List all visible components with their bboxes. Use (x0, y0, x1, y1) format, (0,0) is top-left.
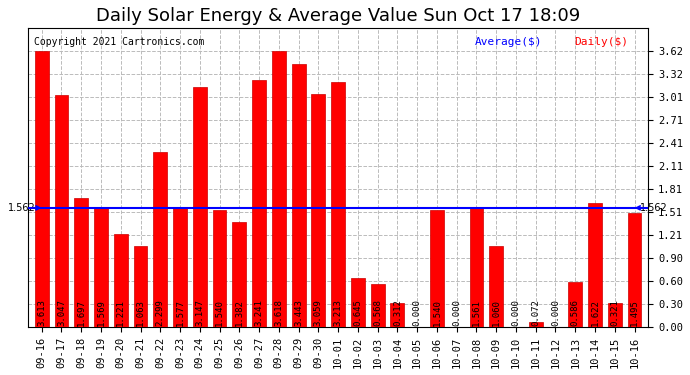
Bar (351, 278, 365, 327)
Text: 3.047: 3.047 (57, 298, 66, 326)
Text: 2.299: 2.299 (156, 298, 165, 326)
Bar (489, 246, 503, 327)
Bar (391, 303, 404, 327)
Text: 1.569: 1.569 (97, 298, 106, 326)
Text: 3.213: 3.213 (333, 298, 343, 326)
Text: 0.072: 0.072 (531, 298, 540, 326)
Text: 0.586: 0.586 (571, 298, 580, 326)
Bar (213, 210, 226, 327)
Text: Average($): Average($) (475, 37, 542, 47)
Text: 3.241: 3.241 (255, 298, 264, 326)
Bar (628, 213, 642, 327)
Bar (272, 51, 286, 327)
Bar (331, 82, 345, 327)
Text: 3.147: 3.147 (195, 298, 204, 326)
Bar (430, 210, 444, 327)
Text: 1.382: 1.382 (235, 298, 244, 326)
Bar (114, 234, 128, 327)
Text: 1.562: 1.562 (8, 203, 41, 213)
Text: 1.060: 1.060 (492, 298, 501, 326)
Text: 0.568: 0.568 (373, 298, 382, 326)
Text: 3.443: 3.443 (294, 298, 303, 326)
Text: Daily($): Daily($) (574, 37, 628, 47)
Bar (193, 87, 207, 327)
Text: 1.540: 1.540 (215, 298, 224, 326)
Text: 3.059: 3.059 (314, 298, 323, 326)
Bar (588, 203, 602, 327)
Text: 3.618: 3.618 (275, 298, 284, 326)
Bar (371, 284, 384, 327)
Text: 1.495: 1.495 (630, 298, 639, 326)
Bar (311, 94, 325, 327)
Bar (529, 322, 542, 327)
Text: 0.000: 0.000 (413, 298, 422, 326)
Bar (469, 208, 483, 327)
Bar (34, 51, 48, 327)
Bar (173, 207, 187, 327)
Bar (608, 303, 622, 327)
Bar (94, 207, 108, 327)
Text: 1.221: 1.221 (116, 298, 126, 326)
Title: Daily Solar Energy & Average Value Sun Oct 17 18:09: Daily Solar Energy & Average Value Sun O… (96, 7, 580, 25)
Text: 1.697: 1.697 (77, 298, 86, 326)
Text: 0.000: 0.000 (551, 298, 560, 326)
Text: 1.577: 1.577 (175, 298, 184, 326)
Text: 3.613: 3.613 (37, 298, 46, 326)
Bar (153, 152, 167, 327)
Text: 1.561: 1.561 (472, 298, 481, 326)
Text: 0.312: 0.312 (393, 298, 402, 326)
Text: 0.000: 0.000 (511, 298, 520, 326)
Bar (134, 246, 148, 327)
Text: Copyright 2021 Cartronics.com: Copyright 2021 Cartronics.com (34, 37, 204, 47)
Text: 1.063: 1.063 (136, 298, 145, 326)
Text: 0.645: 0.645 (353, 298, 362, 326)
Text: 1.622: 1.622 (591, 298, 600, 326)
Text: 0.000: 0.000 (452, 298, 461, 326)
Text: 1.540: 1.540 (433, 298, 442, 326)
Text: 0.321: 0.321 (610, 298, 619, 326)
Bar (233, 222, 246, 327)
Bar (252, 80, 266, 327)
Bar (569, 282, 582, 327)
Bar (292, 64, 306, 327)
Bar (55, 94, 68, 327)
Text: 1.562: 1.562 (635, 203, 668, 213)
Bar (75, 198, 88, 327)
